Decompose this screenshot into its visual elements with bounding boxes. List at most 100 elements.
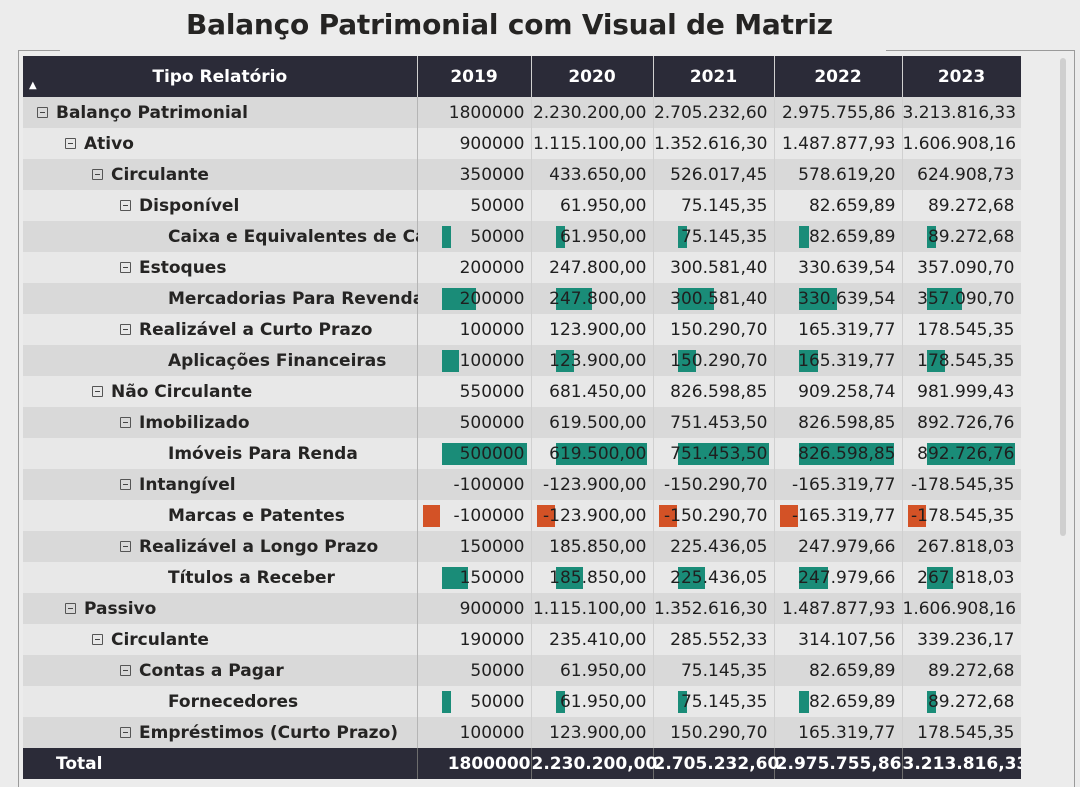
collapse-icon[interactable] [120,262,131,273]
value-cell: 178.545,35 [902,345,1021,376]
table-row[interactable]: Imóveis Para Renda 500000 619.500,00 751.45… [23,438,1021,469]
negative-data-bar [422,505,440,527]
value-text: 150000 [459,536,525,557]
table-row[interactable]: Realizável a Curto Prazo 100000 123.900,00… [23,314,1021,345]
collapse-icon[interactable] [65,603,76,614]
table-row[interactable]: Títulos a Receber 150000 185.850,00 225.436… [23,562,1021,593]
table-row[interactable]: Empréstimos (Curto Prazo) 100000 123.900,0… [23,717,1021,748]
collapse-icon[interactable] [92,634,103,645]
value-cell: 123.900,00 [531,717,654,748]
value-text: 267.818,03 [917,536,1015,557]
value-text: 1.115.100,00 [532,598,647,619]
value-text: 909.258,74 [798,381,896,402]
table-row[interactable]: Circulante 350000 433.650,00 526.017,45 578.… [23,159,1021,190]
positive-data-bar [441,226,451,248]
column-header-2021[interactable]: 2021 [653,56,775,97]
value-cell: 61.950,00 [531,190,654,221]
table-row[interactable]: Estoques 200000 247.800,00 300.581,40 330.63… [23,252,1021,283]
positive-data-bar [555,443,647,465]
row-header-cell: Fornecedores [23,686,418,717]
value-text: 981.999,43 [917,381,1015,402]
table-row[interactable]: Caixa e Equivalentes de Caixa 50000 61.950… [23,221,1021,252]
value-cell: 75.145,35 [653,221,775,252]
collapse-icon[interactable] [120,324,131,335]
collapse-icon[interactable] [65,138,76,149]
collapse-icon[interactable] [92,169,103,180]
collapse-icon[interactable] [37,107,48,118]
table-row[interactable]: Não Circulante 550000 681.450,00 826.598,85… [23,376,1021,407]
table-row[interactable]: Balanço Patrimonial 1800000 2.230.200,00 2.… [23,97,1021,128]
value-cell: 61.950,00 [531,655,654,686]
table-row[interactable]: Passivo 900000 1.115.100,00 1.352.616,30 1.4… [23,593,1021,624]
positive-data-bar [926,567,953,589]
value-text: -178.545,35 [911,474,1015,495]
total-value: 2.975.755,86 [774,748,903,779]
table-row[interactable]: Marcas e Patentes -100000 -123.900,00 -150.… [23,500,1021,531]
value-cell: 500000 [417,438,532,469]
table-row[interactable]: Mercadorias Para Revenda 200000 247.800,00… [23,283,1021,314]
value-text: 190000 [459,629,525,650]
column-header-2020[interactable]: 2020 [531,56,654,97]
value-cell: 165.319,77 [774,314,903,345]
table-row[interactable]: Contas a Pagar 50000 61.950,00 75.145,35 82.… [23,655,1021,686]
positive-data-bar [555,226,565,248]
collapse-icon[interactable] [120,200,131,211]
row-header-cell: Aplicações Financeiras [23,345,418,376]
value-cell: 50000 [417,655,532,686]
value-text: 578.619,20 [798,164,896,185]
row-header-cell: Marcas e Patentes [23,500,418,531]
value-cell: 357.090,70 [902,252,1021,283]
value-text: 185.850,00 [549,536,647,557]
row-label: Aplicações Financeiras [168,350,387,371]
column-header-2022[interactable]: 2022 [774,56,903,97]
positive-data-bar [555,288,592,310]
value-text: 100000 [459,350,525,371]
row-header-cell: Títulos a Receber [23,562,418,593]
value-cell: 900000 [417,128,532,159]
value-text: 300.581,40 [670,257,768,278]
value-text: -150.290,70 [664,505,768,526]
table-row[interactable]: Aplicações Financeiras 100000 123.900,00 15… [23,345,1021,376]
collapse-icon[interactable] [92,386,103,397]
value-cell: 75.145,35 [653,686,775,717]
value-text: 61.950,00 [559,660,647,681]
value-cell: 89.272,68 [902,655,1021,686]
value-cell: 981.999,43 [902,376,1021,407]
scrollbar-thumb[interactable] [1060,58,1066,536]
row-label: Marcas e Patentes [168,505,345,526]
table-row[interactable]: Realizável a Longo Prazo 150000 185.850,00… [23,531,1021,562]
table-row[interactable]: Circulante 190000 235.410,00 285.552,33 314.… [23,624,1021,655]
value-text: 82.659,89 [808,195,896,216]
collapse-icon[interactable] [120,417,131,428]
column-header-2023[interactable]: 2023 [902,56,1021,97]
table-row[interactable]: Ativo 900000 1.115.100,00 1.352.616,30 1.487… [23,128,1021,159]
value-cell: 123.900,00 [531,345,654,376]
collapse-icon[interactable] [120,479,131,490]
value-text: 200000 [459,288,525,309]
value-cell: 225.436,05 [653,562,775,593]
value-text: 150000 [459,567,525,588]
value-text: 357.090,70 [917,288,1015,309]
value-cell: 751.453,50 [653,438,775,469]
value-text: 892.726,76 [917,412,1015,433]
matrix-visual[interactable]: Tipo Relatório ▲ 2019 2020 2021 2022 202… [23,56,1021,786]
row-label: Mercadorias Para Revenda [168,288,425,309]
column-header-2019[interactable]: 2019 [417,56,532,97]
row-header-cell: Não Circulante [23,376,418,407]
table-row[interactable]: Imobilizado 500000 619.500,00 751.453,50 826… [23,407,1021,438]
value-cell: 100000 [417,345,532,376]
value-text: 200000 [459,257,525,278]
value-cell: 892.726,76 [902,407,1021,438]
table-row[interactable]: Fornecedores 50000 61.950,00 75.145,35 82.65… [23,686,1021,717]
positive-data-bar [441,443,527,465]
sort-ascending-icon[interactable]: ▲ [29,80,37,91]
value-text: 247.800,00 [549,288,647,309]
negative-data-bar [779,505,798,527]
table-row[interactable]: Intangível -100000 -123.900,00 -150.290,70 -… [23,469,1021,500]
table-row[interactable]: Disponível 50000 61.950,00 75.145,35 82.659,… [23,190,1021,221]
collapse-icon[interactable] [120,541,131,552]
collapse-icon[interactable] [120,727,131,738]
collapse-icon[interactable] [120,665,131,676]
column-header-tipo-relatorio[interactable]: Tipo Relatório ▲ [23,56,418,97]
value-text: 50000 [470,195,525,216]
